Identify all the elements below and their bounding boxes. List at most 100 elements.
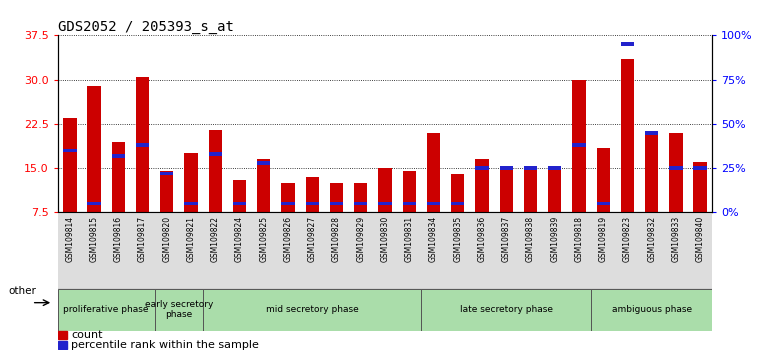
Bar xyxy=(184,153,198,212)
Text: GSM109823: GSM109823 xyxy=(623,216,632,262)
Bar xyxy=(475,166,489,170)
Bar xyxy=(669,166,682,170)
Text: GSM109818: GSM109818 xyxy=(574,216,584,262)
Bar xyxy=(694,166,707,170)
Bar xyxy=(203,212,227,289)
Bar xyxy=(378,202,392,205)
Text: GSM109838: GSM109838 xyxy=(526,216,535,262)
Bar xyxy=(252,212,276,289)
Bar xyxy=(281,202,295,205)
Bar xyxy=(669,133,682,212)
Bar xyxy=(524,166,537,170)
Bar xyxy=(233,202,246,205)
Text: percentile rank within the sample: percentile rank within the sample xyxy=(71,340,259,350)
Bar xyxy=(136,77,149,212)
Bar xyxy=(136,143,149,147)
Text: GSM109820: GSM109820 xyxy=(162,216,172,262)
Bar xyxy=(451,174,464,212)
Bar xyxy=(373,212,397,289)
Bar xyxy=(203,289,421,331)
Bar xyxy=(106,212,130,289)
Text: GSM109833: GSM109833 xyxy=(671,216,681,262)
Bar xyxy=(88,86,101,212)
Bar xyxy=(397,212,421,289)
Text: GSM109836: GSM109836 xyxy=(477,216,487,262)
Bar xyxy=(500,168,513,212)
Bar xyxy=(621,42,634,46)
Bar xyxy=(276,212,300,289)
Bar xyxy=(354,183,367,212)
Bar xyxy=(548,168,561,212)
Bar xyxy=(597,148,610,212)
Bar xyxy=(524,168,537,212)
Bar xyxy=(63,149,76,152)
Bar xyxy=(330,183,343,212)
Bar xyxy=(427,202,440,205)
Bar xyxy=(349,212,373,289)
Bar xyxy=(257,161,270,165)
Bar xyxy=(184,202,198,205)
Bar xyxy=(403,171,416,212)
Text: GSM109822: GSM109822 xyxy=(211,216,219,262)
Bar xyxy=(621,59,634,212)
Bar xyxy=(446,212,470,289)
Bar xyxy=(664,212,688,289)
Bar xyxy=(330,202,343,205)
Bar xyxy=(591,212,615,289)
Bar xyxy=(82,212,106,289)
Text: count: count xyxy=(71,330,102,340)
Bar xyxy=(403,202,416,205)
Text: late secretory phase: late secretory phase xyxy=(460,305,553,314)
Text: GSM109834: GSM109834 xyxy=(429,216,438,262)
Text: GSM109815: GSM109815 xyxy=(89,216,99,262)
Bar xyxy=(155,289,203,331)
Bar xyxy=(645,131,658,135)
Bar xyxy=(470,212,494,289)
Bar xyxy=(567,212,591,289)
Bar xyxy=(58,289,155,331)
Text: GDS2052 / 205393_s_at: GDS2052 / 205393_s_at xyxy=(58,21,233,34)
Bar xyxy=(160,171,173,212)
Text: other: other xyxy=(8,286,36,296)
Text: ambiguous phase: ambiguous phase xyxy=(611,305,691,314)
Text: GSM109821: GSM109821 xyxy=(186,216,196,262)
Bar xyxy=(209,130,222,212)
Bar xyxy=(354,202,367,205)
Text: GSM109814: GSM109814 xyxy=(65,216,75,262)
Text: GSM109830: GSM109830 xyxy=(380,216,390,262)
Bar xyxy=(597,202,610,205)
Bar xyxy=(494,212,518,289)
Bar xyxy=(500,166,513,170)
Text: GSM109837: GSM109837 xyxy=(502,216,511,262)
Bar xyxy=(548,166,561,170)
Bar xyxy=(421,289,591,331)
Text: GSM109827: GSM109827 xyxy=(308,216,316,262)
Text: GSM109824: GSM109824 xyxy=(235,216,244,262)
Bar xyxy=(63,118,76,212)
Bar xyxy=(300,212,324,289)
Bar xyxy=(160,172,173,175)
Bar xyxy=(155,212,179,289)
Bar xyxy=(640,212,664,289)
Bar xyxy=(306,177,319,212)
Bar xyxy=(306,202,319,205)
Bar xyxy=(518,212,543,289)
Text: mid secretory phase: mid secretory phase xyxy=(266,305,359,314)
Bar xyxy=(227,212,252,289)
Bar xyxy=(58,331,68,339)
Bar xyxy=(591,289,712,331)
Text: GSM109825: GSM109825 xyxy=(259,216,268,262)
Bar xyxy=(88,202,101,205)
Text: proliferative phase: proliferative phase xyxy=(63,305,149,314)
Bar xyxy=(257,159,270,212)
Bar xyxy=(451,202,464,205)
Bar xyxy=(378,168,392,212)
Text: GSM109840: GSM109840 xyxy=(695,216,705,262)
Text: early secretory
phase: early secretory phase xyxy=(145,300,213,319)
Bar xyxy=(58,212,82,289)
Bar xyxy=(615,212,640,289)
Bar xyxy=(209,152,222,156)
Text: GSM109831: GSM109831 xyxy=(405,216,413,262)
Bar xyxy=(324,212,349,289)
Bar xyxy=(233,180,246,212)
